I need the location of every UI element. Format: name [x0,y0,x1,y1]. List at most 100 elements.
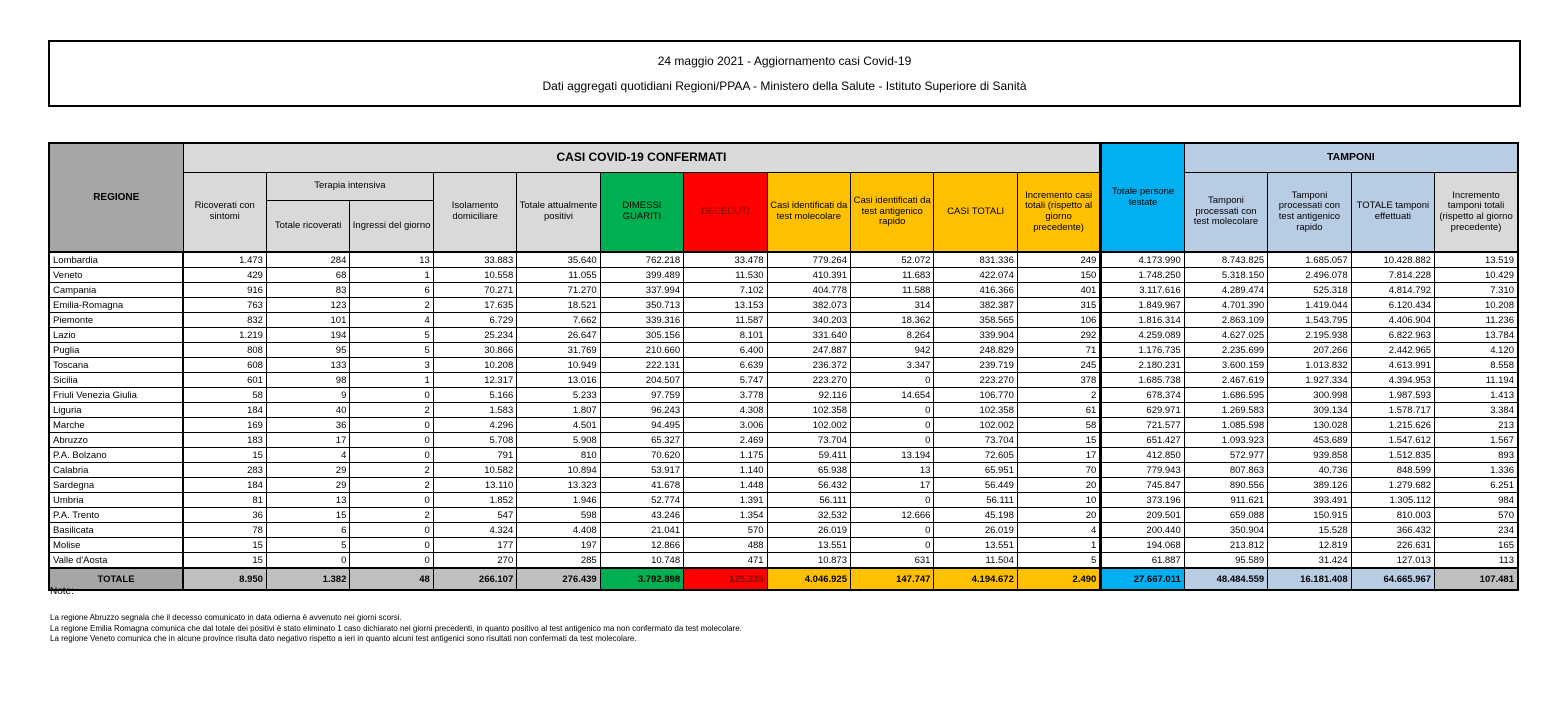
value-cell: 11.236 [1434,312,1519,328]
value-cell: 808 [182,342,267,358]
value-cell: 651.427 [1099,432,1185,448]
table-row: Liguria 184 40 2 1.583 1.807 96.243 4.308 102.35… [48,402,1519,418]
value-cell: 779.943 [1099,462,1185,478]
value-cell: 234 [1434,522,1519,538]
value-cell: 1 [349,372,434,388]
column-header-tamponi-antigenico: Tamponi processati con test antigenico r… [1267,172,1352,253]
region-name: P.A. Trento [48,507,184,523]
value-cell: 270 [432,552,518,569]
value-cell: 4 [1016,522,1102,538]
column-header-ricoverati: Ricoverati con sintomi [182,172,267,253]
value-cell: 10.949 [516,357,601,373]
value-cell: 106 [1016,312,1102,328]
value-cell: 1.269.583 [1183,402,1269,418]
value-cell: 358.565 [933,312,1018,328]
value-cell: 337.994 [599,282,685,298]
value-cell: 629.971 [1099,402,1185,418]
value-cell: 7.814.228 [1350,267,1436,283]
value-cell: 15 [1016,432,1102,448]
note-line: La regione Emilia Romagna comunica che d… [50,623,742,633]
value-cell: 331.640 [766,327,852,343]
value-cell: 11.504 [933,552,1018,569]
region-name: Marche [48,417,184,433]
value-cell: 210.660 [599,342,685,358]
value-cell: 18.362 [849,312,935,328]
report-subtitle: Dati aggregati quotidiani Regioni/PPAA -… [542,79,1027,94]
value-cell: 5.166 [432,387,518,403]
value-cell: 41.678 [599,477,685,493]
value-cell: 7.310 [1434,282,1519,298]
value-cell: 33.478 [683,251,768,268]
value-cell: 36 [265,417,351,433]
column-header-tamponi-molecolare: Tamponi processati con test molecolare [1183,172,1269,253]
value-cell: 3.006 [683,417,768,433]
value-cell: 1.543.795 [1267,312,1352,328]
value-cell: 147.747 [849,567,935,591]
table-row: Lazio 1.219 194 5 25.234 26.647 305.156 8.101 33… [48,327,1519,343]
value-cell: 10.748 [599,552,685,569]
value-cell: 939.858 [1267,447,1352,463]
value-cell: 916 [182,282,267,298]
note-line: La regione Abruzzo segnala che il decess… [50,613,402,622]
value-cell: 283 [182,462,267,478]
value-cell: 2.235.699 [1183,342,1269,358]
value-cell: 2 [349,402,434,418]
value-cell: 33.883 [432,251,518,268]
value-cell: 0 [849,402,935,418]
value-cell: 410.391 [766,267,852,283]
group-header-tamponi: TAMPONI [1183,142,1519,173]
value-cell: 5 [265,537,351,553]
region-name: Calabria [48,462,184,478]
value-cell: 2.467.619 [1183,372,1269,388]
value-cell: 133 [265,357,351,373]
value-cell: 4.501 [516,417,601,433]
group-header-terapia-intensiva: Terapia intensiva [265,172,434,201]
value-cell: 31.769 [516,342,601,358]
value-cell: 1.175 [683,447,768,463]
region-name: Sicilia [48,372,184,388]
value-cell: 0 [349,447,434,463]
value-cell: 339.316 [599,312,685,328]
value-cell: 43.246 [599,507,685,523]
value-cell: 177 [432,537,518,553]
value-cell: 130.028 [1267,417,1352,433]
value-cell: 4.259.089 [1099,327,1185,343]
column-header-persone-testate: Totale persone testate [1099,142,1185,253]
value-cell: 0 [265,552,351,569]
value-cell: 1.686.595 [1183,387,1269,403]
region-name: Piemonte [48,312,184,328]
value-cell: 6 [265,522,351,538]
value-cell: 40 [265,402,351,418]
table-row: Molise 15 5 0 177 197 12.866 488 13.551 0 13.551 1 1… [48,537,1519,553]
value-cell: 17 [265,432,351,448]
value-cell: 453.689 [1267,432,1352,448]
value-cell: 70.271 [432,282,518,298]
value-cell: 659.088 [1183,507,1269,523]
value-cell: 488 [683,537,768,553]
value-cell: 0 [849,537,935,553]
value-cell: 10.428.882 [1350,251,1436,268]
value-cell: 7.102 [683,282,768,298]
value-cell: 5.708 [432,432,518,448]
value-cell: 15 [182,447,267,463]
value-cell: 13 [349,251,434,268]
value-cell: 16.181.408 [1267,567,1352,591]
value-cell: 197 [516,537,601,553]
value-cell: 72.605 [933,447,1018,463]
value-cell: 1.927.334 [1267,372,1352,388]
value-cell: 13 [849,462,935,478]
value-cell: 1.093.923 [1183,432,1269,448]
table-header: REGIONE CASI COVID-19 CONFERMATI Totale … [48,142,1519,253]
value-cell: 58 [182,387,267,403]
title-box: 24 maggio 2021 - Aggiornamento casi Covi… [48,40,1521,107]
value-cell: 570 [1434,507,1519,523]
value-cell: 83 [265,282,351,298]
value-cell: 1 [1016,537,1102,553]
value-cell: 102.358 [766,402,852,418]
value-cell: 763 [182,297,267,313]
value-cell: 848.599 [1350,462,1436,478]
column-header-dimessi-guariti: DIMESSI GUARITI [599,172,685,253]
value-cell: 184 [182,402,267,418]
value-cell: 13.016 [516,372,601,388]
value-cell: 70.620 [599,447,685,463]
